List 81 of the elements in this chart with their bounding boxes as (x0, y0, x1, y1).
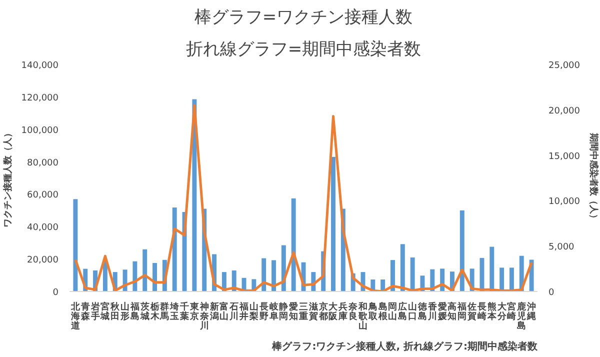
bar (390, 260, 395, 292)
x-tick-label: 鹿児島 (516, 302, 528, 332)
y-tick-label: 0 (52, 288, 59, 298)
y-tick-label: 80,000 (27, 158, 59, 168)
x-tick-label: 岐阜 (268, 302, 280, 322)
x-tick-label: 徳島 (416, 302, 428, 322)
x-tick-label: 沖縄 (526, 302, 536, 322)
bar (509, 268, 514, 292)
x-tick-label: 鳥取 (367, 302, 378, 322)
y-tick-label: 40,000 (27, 223, 59, 234)
y2-tick-label: 15,000 (548, 152, 580, 162)
x-tick-label: 広島 (397, 302, 408, 322)
x-tick-label: 福島 (129, 302, 140, 322)
x-tick-label: 宮崎 (507, 302, 516, 322)
x-tick-label: 山梨 (248, 302, 258, 322)
x-tick-label: 神奈川 (198, 302, 210, 332)
x-tick-label: 香川 (426, 302, 438, 322)
y-tick-label: 60,000 (27, 190, 59, 201)
x-tick-label: 青森 (80, 302, 91, 322)
x-tick-label: 東京 (188, 302, 200, 322)
x-tick-label: 埼玉 (169, 302, 180, 322)
x-tick-label: 秋田 (110, 302, 121, 322)
x-tick-label: 愛知 (288, 302, 298, 322)
chart-title: 棒グラフ=ワクチン接種人数 (194, 8, 413, 28)
x-tick-label: 新潟 (208, 302, 219, 322)
y2-tick-label: 5,000 (548, 242, 575, 253)
x-tick-label: 北海道 (70, 302, 81, 332)
bar (490, 246, 494, 292)
x-tick-label: 長崎 (476, 302, 486, 322)
x-tick-label: 佐賀 (466, 302, 477, 322)
bar (500, 268, 504, 292)
x-tick-label: 高知 (446, 302, 457, 322)
x-tick-label: 兵庫 (338, 302, 348, 322)
x-tick-label: 長野 (258, 302, 268, 322)
y2-tick-label: 20,000 (548, 106, 580, 116)
y-tick-label: 120,000 (21, 93, 59, 104)
y2-axis-title: 期間中感染者数（人） (588, 132, 599, 223)
bar (272, 260, 276, 292)
y2-tick-label: 25,000 (548, 61, 580, 71)
chart-subtitle: 折れ線グラフ=期間中感染者数 (186, 40, 422, 60)
x-tick-label: 岡山 (388, 302, 398, 322)
x-tick-label: 愛媛 (436, 302, 447, 322)
x-tick-label: 茨城 (139, 302, 150, 322)
line-series (74, 104, 533, 292)
bar (291, 198, 296, 292)
x-tick-label: 熊本 (486, 302, 498, 322)
text: 棒グラフ:ワクチン接種人数, 折れ線グラフ:期間中感染者数 (271, 340, 538, 352)
x-tick-label: 福岡 (456, 302, 467, 322)
x-tick-label: 三重 (298, 302, 308, 322)
bar (410, 257, 415, 292)
x-tick-label: 岩手 (90, 302, 100, 322)
y-tick-label: 20,000 (27, 256, 59, 266)
x-tick-label: 千葉 (179, 302, 190, 322)
y-tick-label: 140,000 (21, 61, 59, 71)
bar (172, 208, 177, 292)
x-tick-label: 群馬 (159, 302, 170, 322)
x-tick-label: 大阪 (328, 302, 339, 322)
x-tick-label: 山口 (408, 302, 418, 322)
y2-tick-label: 10,000 (548, 197, 580, 208)
x-tick-label: 滋賀 (308, 302, 318, 322)
x-tick-label: 宮城 (100, 302, 110, 322)
bar (460, 210, 464, 292)
x-tick-label: 奈良 (348, 302, 359, 322)
y-axis-title: ワクチン接種人数（人） (2, 128, 14, 228)
bar (331, 156, 336, 292)
x-tick-label: 島根 (377, 302, 388, 322)
x-tick-label: 京都 (318, 302, 328, 322)
x-tick-label: 福井 (238, 302, 249, 322)
x-tick-label: 富山 (220, 302, 229, 322)
bar (480, 258, 484, 292)
x-tick-label: 栃木 (149, 302, 160, 322)
bar (142, 249, 148, 292)
x-tick-label: 石川 (228, 302, 239, 322)
x-tick-label: 山形 (120, 302, 130, 322)
bar (73, 199, 78, 292)
x-tick-label: 和歌山 (357, 302, 368, 332)
y-tick-label: 100,000 (21, 126, 59, 136)
y2-tick-label: 0 (548, 288, 554, 298)
x-tick-label: 大分 (496, 302, 508, 322)
bar (400, 244, 405, 292)
x-tick-label: 静岡 (278, 302, 288, 322)
